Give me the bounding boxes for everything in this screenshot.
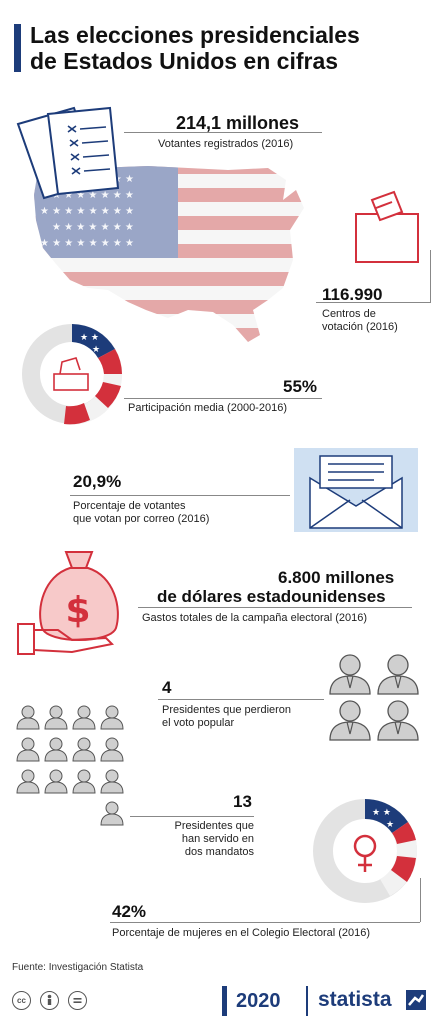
turnout-label: Participación media (2000-2016): [128, 402, 287, 414]
logo-separator: [306, 986, 308, 1016]
logo-2020: 2020: [236, 990, 281, 1012]
two-terms-label: Presidentes que han servido en dos manda…: [160, 820, 255, 859]
two-terms-value: 13: [233, 792, 252, 811]
attribution-icon: [40, 991, 59, 1010]
lost-popular-label: Presidentes que perdieron el voto popula…: [162, 704, 291, 730]
svg-text:★ ★ ★ ★ ★ ★ ★ ★: ★ ★ ★ ★ ★ ★ ★ ★: [40, 238, 134, 249]
polling-leader-line: [316, 302, 431, 303]
registered-voters-value: 214,1 millones: [176, 113, 300, 133]
women-donut-icon: ★ ★ ★: [313, 799, 417, 903]
donut-flag-icon: ★ ★ ★: [22, 324, 123, 425]
mail-leader-line: [70, 495, 290, 496]
women-leader-vline: [420, 878, 421, 922]
page-title: Las elecciones presidenciales de Estados…: [30, 22, 360, 74]
svg-text:$: $: [65, 590, 90, 631]
money-bag-icon: $: [17, 551, 119, 655]
ballot-box-icon: [355, 190, 419, 263]
lost-popular-leader-line: [158, 699, 324, 700]
spending-value-line-1: 6.800 millones: [278, 568, 395, 587]
polling-label-line-2: votación (2016): [322, 321, 398, 333]
svg-text:★ ★: ★ ★: [372, 808, 391, 818]
mail-label-line-1: Porcentaje de votantes: [73, 500, 186, 512]
title-line-2: de Estados Unidos en cifras: [30, 48, 339, 74]
title-line-1: Las elecciones presidenciales: [30, 22, 360, 48]
source-note: Fuente: Investigación Statista: [12, 962, 144, 973]
four-presidents-icon-group: [329, 654, 419, 741]
ballot-icon: [16, 106, 120, 200]
polling-places-value: 116.990: [322, 285, 383, 304]
women-electors-value: 42%: [112, 902, 147, 921]
mail-vote-value: 20,9%: [73, 472, 122, 491]
svg-text:★: ★: [92, 345, 100, 355]
two-terms-label-line-1: Presidentes que: [174, 820, 255, 832]
lost-popular-label-line-1: Presidentes que perdieron: [162, 704, 292, 716]
turnout-value: 55%: [283, 377, 318, 396]
title-accent-bar: [14, 24, 21, 72]
two-terms-label-line-2: han servido en: [181, 833, 254, 845]
svg-text:★ ★: ★ ★: [80, 333, 99, 343]
two-terms-leader-line: [130, 816, 254, 817]
cc-license-icon: cc: [12, 991, 31, 1010]
statista-logo-icon: [406, 990, 426, 1010]
spending-leader-line: [138, 607, 412, 608]
polling-label-line-1: Centros de: [322, 308, 376, 320]
svg-text:★ ★ ★ ★ ★ ★ ★ ★: ★ ★ ★ ★ ★ ★ ★ ★: [40, 206, 134, 217]
polling-places-label: Centros de votación (2016): [322, 308, 398, 334]
logo-divider: [222, 986, 227, 1016]
lost-popular-label-line-2: el voto popular: [162, 717, 235, 729]
thirteen-presidents-icon-group: [16, 705, 124, 826]
two-terms-label-line-3: dos mandatos: [184, 846, 254, 858]
mail-label-line-2: que votan por correo (2016): [73, 513, 210, 525]
lost-popular-value: 4: [162, 678, 172, 697]
mail-vote-label: Porcentaje de votantes que votan por cor…: [73, 500, 209, 526]
women-leader-line: [110, 922, 420, 923]
spending-value-line-2: de dólares estadounidenses: [157, 587, 386, 606]
polling-leader-vline: [430, 250, 431, 302]
statista-logo-text: statista: [318, 988, 392, 1011]
svg-text:★: ★: [386, 820, 394, 830]
registered-leader-line: [124, 132, 322, 133]
no-derivatives-icon: [68, 991, 87, 1010]
registered-voters-label: Votantes registrados (2016): [158, 138, 294, 150]
svg-text:★ ★ ★ ★ ★ ★ ★: ★ ★ ★ ★ ★ ★ ★: [52, 222, 134, 233]
svg-text:★ ★ ★ ★ ★ ★ ★: ★ ★ ★ ★ ★ ★ ★: [52, 190, 134, 201]
envelope-icon: [294, 448, 418, 532]
spending-label: Gastos totales de la campaña electoral (…: [142, 612, 368, 624]
women-electors-label: Porcentaje de mujeres en el Colegio Elec…: [112, 927, 371, 939]
turnout-leader-line: [124, 398, 322, 399]
